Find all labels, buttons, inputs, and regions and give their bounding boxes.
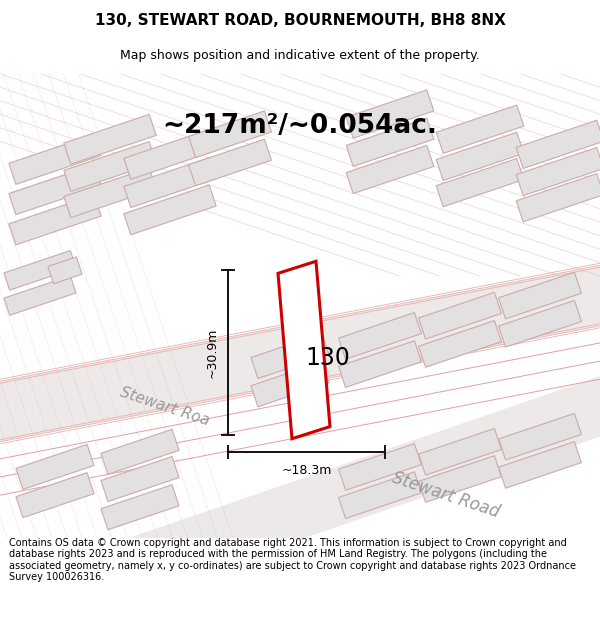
Polygon shape xyxy=(516,148,600,196)
Polygon shape xyxy=(346,118,434,166)
Polygon shape xyxy=(346,90,434,138)
Polygon shape xyxy=(338,312,421,359)
Polygon shape xyxy=(499,413,581,460)
Polygon shape xyxy=(101,485,179,530)
Polygon shape xyxy=(338,444,421,490)
Polygon shape xyxy=(16,472,94,518)
Polygon shape xyxy=(124,158,216,208)
Polygon shape xyxy=(419,321,502,368)
Polygon shape xyxy=(516,120,600,168)
Polygon shape xyxy=(251,334,329,379)
Polygon shape xyxy=(124,185,216,235)
Polygon shape xyxy=(436,105,524,153)
Polygon shape xyxy=(101,429,179,474)
Polygon shape xyxy=(419,292,502,339)
Text: ~18.3m: ~18.3m xyxy=(281,464,332,477)
Polygon shape xyxy=(124,129,216,179)
Polygon shape xyxy=(16,444,94,489)
Polygon shape xyxy=(499,301,581,347)
Polygon shape xyxy=(436,159,524,207)
Polygon shape xyxy=(64,114,156,164)
Polygon shape xyxy=(64,142,156,191)
Text: Stewart Road: Stewart Road xyxy=(390,469,502,521)
Polygon shape xyxy=(499,442,581,488)
Polygon shape xyxy=(130,376,600,598)
Polygon shape xyxy=(188,111,271,158)
Polygon shape xyxy=(516,174,600,222)
Text: ~217m²/~0.054ac.: ~217m²/~0.054ac. xyxy=(163,113,437,139)
Polygon shape xyxy=(4,276,76,316)
Polygon shape xyxy=(9,134,101,184)
Text: 130: 130 xyxy=(305,346,350,370)
Polygon shape xyxy=(419,456,502,503)
Polygon shape xyxy=(9,195,101,245)
Polygon shape xyxy=(251,362,329,407)
Polygon shape xyxy=(64,168,156,217)
Polygon shape xyxy=(346,146,434,194)
Polygon shape xyxy=(338,341,421,388)
Text: Contains OS data © Crown copyright and database right 2021. This information is : Contains OS data © Crown copyright and d… xyxy=(9,538,576,582)
Polygon shape xyxy=(4,251,76,290)
Polygon shape xyxy=(419,429,502,475)
Polygon shape xyxy=(436,132,524,181)
Text: ~30.9m: ~30.9m xyxy=(206,328,219,378)
Text: 130, STEWART ROAD, BOURNEMOUTH, BH8 8NX: 130, STEWART ROAD, BOURNEMOUTH, BH8 8NX xyxy=(95,13,505,28)
Polygon shape xyxy=(188,139,271,186)
Polygon shape xyxy=(48,257,82,284)
Polygon shape xyxy=(0,265,600,442)
Polygon shape xyxy=(499,272,581,319)
Polygon shape xyxy=(9,165,101,214)
Text: Map shows position and indicative extent of the property.: Map shows position and indicative extent… xyxy=(120,49,480,62)
Polygon shape xyxy=(278,261,330,439)
Polygon shape xyxy=(101,456,179,501)
Polygon shape xyxy=(338,472,421,519)
Text: Stewart Roa: Stewart Roa xyxy=(118,384,211,428)
